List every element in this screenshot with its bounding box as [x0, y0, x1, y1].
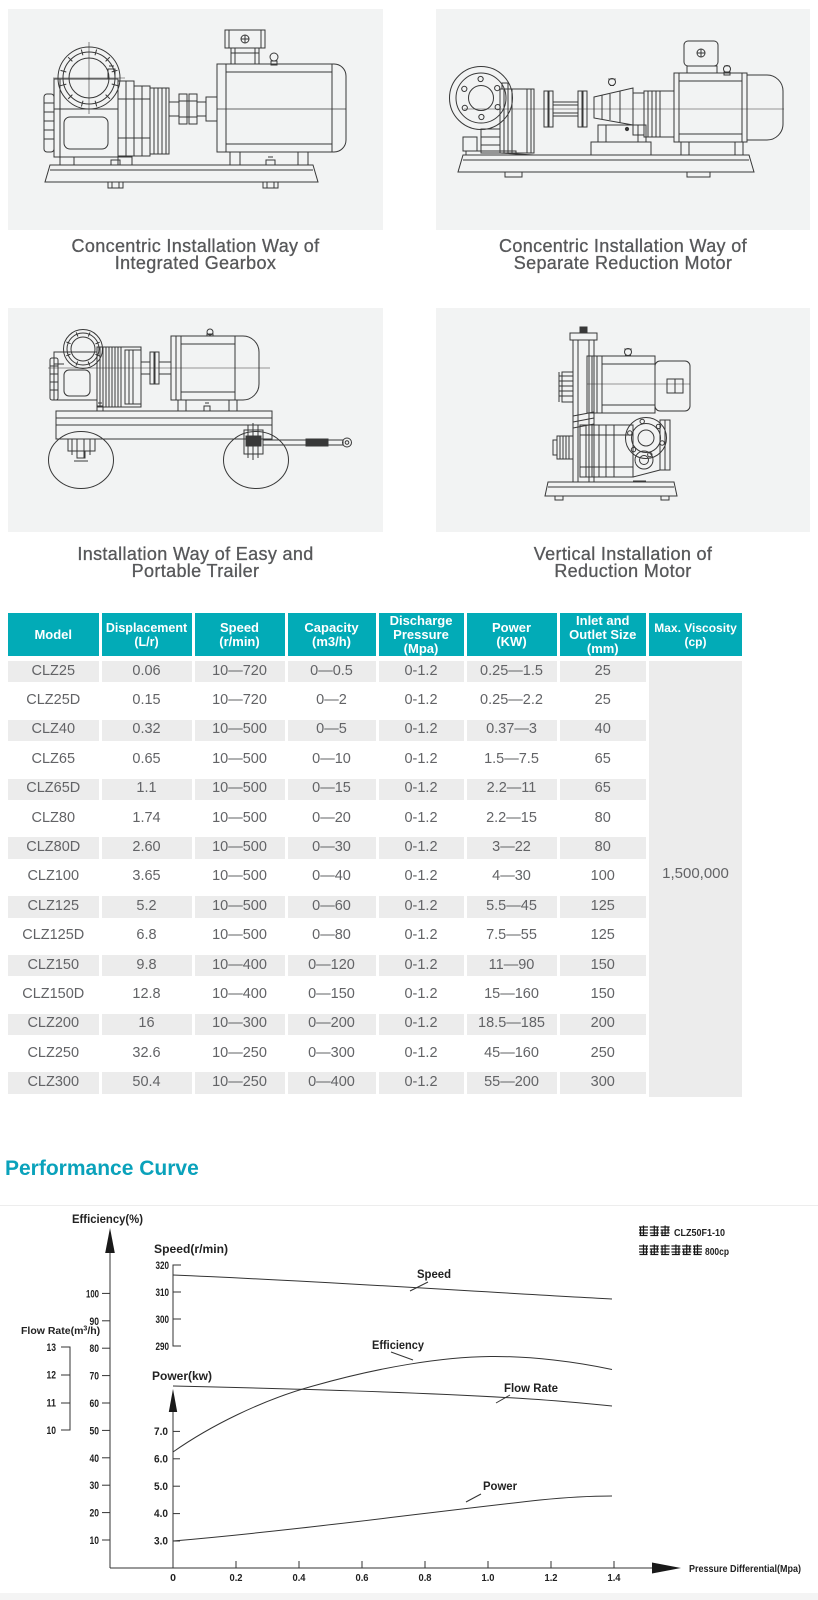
svg-text:1.0: 1.0: [482, 1572, 495, 1584]
svg-text:800cp: 800cp: [705, 1246, 729, 1258]
svg-text:Power: Power: [483, 1481, 518, 1493]
svg-text:Pressure Differential(Mpa): Pressure Differential(Mpa): [689, 1563, 801, 1575]
svg-text:7.0: 7.0: [154, 1426, 168, 1438]
svg-text:6.0: 6.0: [154, 1453, 168, 1465]
svg-text:320: 320: [156, 1260, 170, 1272]
svg-text:1.4: 1.4: [608, 1572, 621, 1584]
svg-text:1.2: 1.2: [545, 1572, 558, 1584]
svg-text:0.2: 0.2: [230, 1572, 243, 1584]
svg-text:90: 90: [90, 1316, 100, 1328]
svg-text:100: 100: [86, 1288, 99, 1300]
svg-text:0: 0: [170, 1572, 176, 1584]
svg-text:10: 10: [47, 1425, 57, 1437]
svg-text:Efficiency(%): Efficiency(%): [72, 1212, 143, 1226]
svg-text:Speed(r/min): Speed(r/min): [154, 1242, 228, 1256]
svg-text:Flow Rate: Flow Rate: [504, 1383, 558, 1395]
svg-text:70: 70: [90, 1371, 100, 1383]
svg-text:20: 20: [90, 1508, 100, 1520]
svg-text:13: 13: [47, 1342, 57, 1354]
svg-text:11: 11: [47, 1397, 57, 1409]
svg-text:60: 60: [90, 1398, 100, 1410]
svg-text:0.4: 0.4: [293, 1572, 306, 1584]
svg-text:80: 80: [90, 1343, 100, 1355]
svg-text:Speed: Speed: [417, 1269, 451, 1281]
svg-text:12: 12: [47, 1370, 57, 1382]
svg-text:10: 10: [90, 1535, 100, 1547]
svg-text:310: 310: [156, 1287, 170, 1299]
svg-text:5.0: 5.0: [154, 1481, 168, 1493]
svg-text:4.0: 4.0: [154, 1508, 168, 1520]
svg-text:Flow Rate(m3/h): Flow Rate(m3/h): [21, 1325, 100, 1337]
svg-text:30: 30: [90, 1480, 100, 1492]
svg-text:3.0: 3.0: [154, 1536, 168, 1548]
svg-text:Efficiency: Efficiency: [372, 1340, 425, 1352]
svg-text:290: 290: [156, 1341, 170, 1353]
svg-text:300: 300: [156, 1314, 170, 1326]
svg-text:40: 40: [90, 1453, 100, 1465]
svg-text:0.6: 0.6: [356, 1572, 369, 1584]
svg-text:CLZ50F1-10: CLZ50F1-10: [674, 1227, 725, 1239]
svg-text:0.8: 0.8: [419, 1572, 432, 1584]
svg-text:50: 50: [90, 1425, 100, 1437]
svg-text:Power(kw): Power(kw): [152, 1369, 212, 1383]
